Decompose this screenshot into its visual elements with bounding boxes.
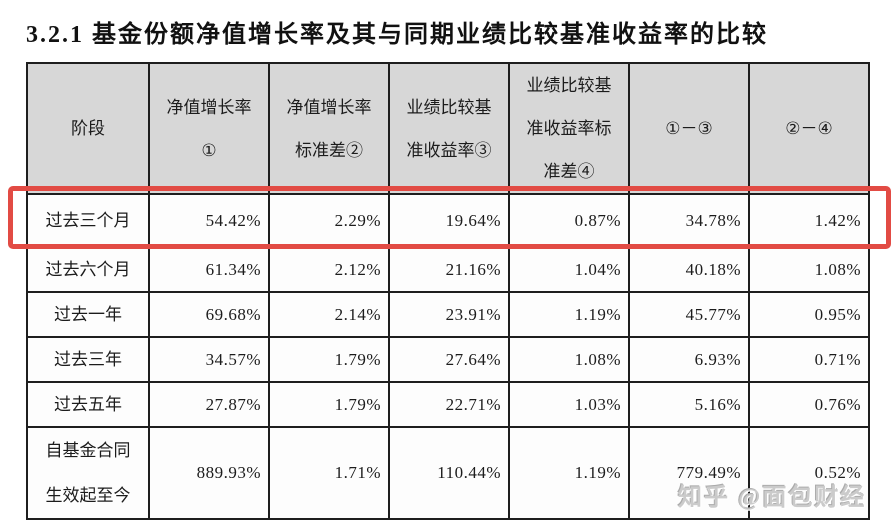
column-header-line: 阶段 <box>71 119 105 138</box>
data-cell: 2.29% <box>268 193 390 248</box>
data-cell: 0.52% <box>748 426 870 520</box>
column-header-line: 准收益率标 <box>526 119 612 138</box>
data-cell: 69.68% <box>148 291 270 338</box>
column-header: 业绩比较基准收益率标准差④ <box>508 62 630 195</box>
row-label-line: 过去六个月 <box>45 260 131 279</box>
column-header-line: 业绩比较基 <box>406 97 492 117</box>
data-cell: 1.19% <box>508 291 630 338</box>
data-cell: 5.16% <box>628 381 750 428</box>
row-label-line: 生效起至今 <box>45 486 131 505</box>
data-cell: 1.79% <box>268 336 390 383</box>
data-cell: 27.87% <box>148 381 270 428</box>
row-label: 过去一年 <box>26 291 150 338</box>
column-header-line: ①－③ <box>665 119 713 138</box>
row-label-line: 过去三年 <box>54 350 122 369</box>
column-header: 业绩比较基准收益率③ <box>388 62 510 195</box>
row-label-line: 过去五年 <box>54 395 122 414</box>
data-cell: 2.14% <box>268 291 390 338</box>
data-cell: 45.77% <box>628 291 750 338</box>
column-header: ②－④ <box>748 62 870 195</box>
data-cell: 34.57% <box>148 336 270 383</box>
data-cell: 1.08% <box>508 336 630 383</box>
data-cell: 61.34% <box>148 246 270 293</box>
column-header-line: 业绩比较基 <box>526 76 612 95</box>
table-row: 过去一年 69.68% 2.14% 23.91% 1.19% 45.77% 0.95% <box>26 291 870 338</box>
table-header-row: 阶段 净值增长率 ① 净值增长率 标准差② 业绩比较基 准收益率③ 业绩比较基 准收益率标 准差④… <box>26 62 870 195</box>
data-cell: 1.71% <box>268 426 390 520</box>
data-cell: 779.49% <box>628 426 750 520</box>
column-header: ①－③ <box>628 62 750 195</box>
data-cell: 0.71% <box>748 336 870 383</box>
data-cell: 6.93% <box>628 336 750 383</box>
table-header: 阶段 净值增长率 ① 净值增长率 标准差② 业绩比较基 准收益率③ 业绩比较基 准收益率标 准差④… <box>26 62 870 195</box>
table-row: 自基金合同 生效起至今 889.93% 1.71% 110.44% 1.19% 779.49… <box>26 426 870 520</box>
row-label-line: 过去一年 <box>54 305 122 324</box>
data-cell: 54.42% <box>148 193 270 248</box>
row-label-line: 过去三个月 <box>45 211 131 230</box>
table-row-highlighted: 过去三个月 54.42% 2.29% 19.64% 0.87% 34.78% 1.42% <box>26 193 870 248</box>
row-label: 过去三个月 <box>26 193 150 248</box>
data-cell: 22.71% <box>388 381 510 428</box>
column-header: 阶段 <box>26 62 150 195</box>
row-label: 过去三年 <box>26 336 150 383</box>
column-header-line: 净值增长率 <box>286 97 372 117</box>
table-row: 过去六个月 61.34% 2.12% 21.16% 1.04% 40.18% 1.08% <box>26 246 870 293</box>
column-header: 净值增长率标准差② <box>268 62 390 195</box>
data-cell: 2.12% <box>268 246 390 293</box>
data-cell: 21.16% <box>388 246 510 293</box>
fund-performance-table: 阶段 净值增长率 ① 净值增长率 标准差② 业绩比较基 准收益率③ 业绩比较基 准收益率标 准差④… <box>26 62 870 520</box>
data-cell: 1.04% <box>508 246 630 293</box>
section-title: 3.2.1 基金份额净值增长率及其与同期业绩比较基准收益率的比较 <box>26 22 768 48</box>
data-cell: 34.78% <box>628 193 750 248</box>
column-header-line: 准收益率③ <box>406 140 492 160</box>
column-header-line: ① <box>201 140 217 160</box>
data-cell: 1.08% <box>748 246 870 293</box>
column-header-line: ②－④ <box>785 119 833 138</box>
column-header: 净值增长率 ① <box>148 62 270 195</box>
table-body: 过去三个月 54.42% 2.29% 19.64% 0.87% 34.78% 1.42% 过去… <box>26 193 870 520</box>
data-cell: 0.95% <box>748 291 870 338</box>
data-cell: 0.87% <box>508 193 630 248</box>
data-cell: 110.44% <box>388 426 510 520</box>
data-cell: 23.91% <box>388 291 510 338</box>
data-cell: 1.03% <box>508 381 630 428</box>
data-cell: 27.64% <box>388 336 510 383</box>
row-label: 自基金合同生效起至今 <box>26 426 150 520</box>
row-label-line: 自基金合同 <box>45 441 131 460</box>
column-header-line: 准差④ <box>543 162 595 181</box>
column-header-line: 标准差② <box>295 140 363 160</box>
data-cell: 19.64% <box>388 193 510 248</box>
watermark: 知乎 @面包财经 <box>678 485 867 511</box>
data-cell: 1.19% <box>508 426 630 520</box>
table-row: 过去五年 27.87% 1.79% 22.71% 1.03% 5.16% 0.76% <box>26 381 870 428</box>
data-cell: 1.79% <box>268 381 390 428</box>
table-row: 过去三年 34.57% 1.79% 27.64% 1.08% 6.93% 0.71% <box>26 336 870 383</box>
column-header-line: 净值增长率 <box>166 97 252 117</box>
row-label: 过去六个月 <box>26 246 150 293</box>
data-cell: 1.42% <box>748 193 870 248</box>
data-cell: 40.18% <box>628 246 750 293</box>
data-cell: 0.76% <box>748 381 870 428</box>
data-cell: 889.93% <box>148 426 270 520</box>
row-label: 过去五年 <box>26 381 150 428</box>
